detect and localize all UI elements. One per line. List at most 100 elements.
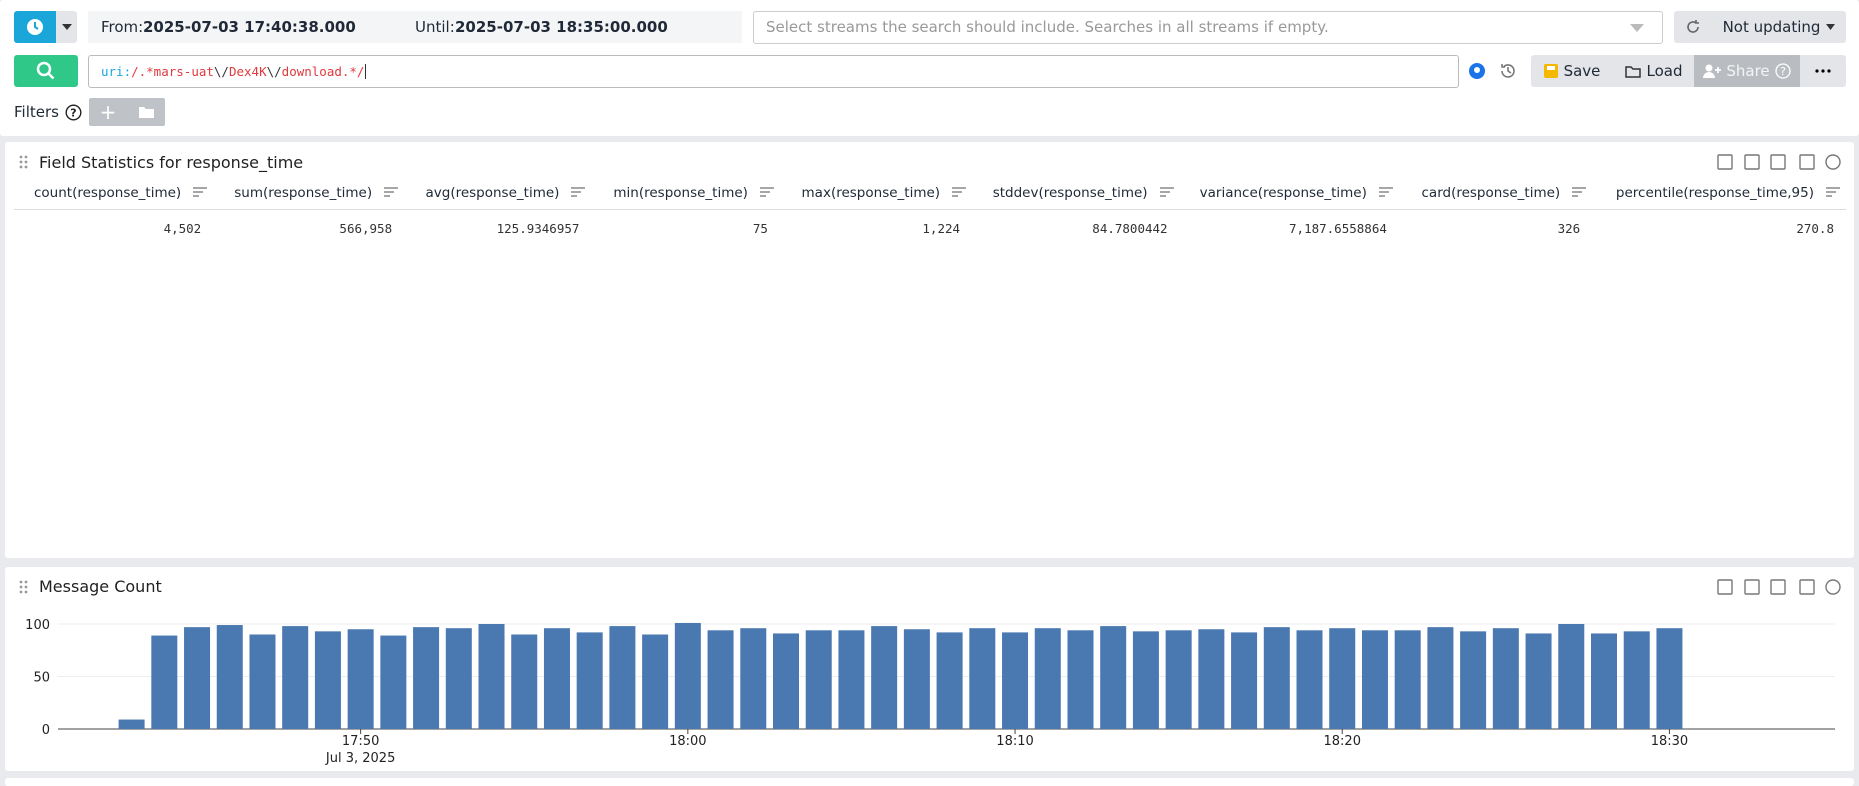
widget-action — [1825, 154, 1841, 170]
bar — [1558, 624, 1585, 729]
bar — [576, 632, 603, 729]
bar — [1132, 631, 1159, 729]
bar — [871, 626, 898, 729]
bar — [1165, 630, 1192, 729]
bar — [151, 635, 178, 729]
bar — [1002, 632, 1029, 729]
more-button[interactable] — [1800, 55, 1846, 87]
cell: 4,502 — [163, 220, 202, 236]
drag-dot — [24, 160, 28, 164]
bar — [216, 625, 243, 729]
bar — [282, 626, 309, 729]
sort-icon — [1826, 187, 1840, 197]
sort-lines — [193, 187, 208, 197]
drag-dot — [19, 155, 23, 159]
stream-select[interactable]: Select streams the search should include… — [753, 11, 1663, 44]
query-token: \/ — [213, 64, 229, 79]
svg-text:?: ? — [1780, 65, 1786, 78]
folder-filter[interactable] — [127, 98, 165, 126]
load-button[interactable]: Load — [1613, 55, 1694, 87]
bar — [936, 632, 963, 729]
cell: 75 — [752, 220, 768, 236]
bar — [674, 622, 701, 729]
sort-icon — [1572, 187, 1587, 197]
bar — [969, 628, 996, 729]
validation-icon[interactable] — [1468, 62, 1486, 80]
search-button[interactable] — [14, 55, 78, 87]
column-header: count(response_time) — [14, 177, 214, 210]
add-filter[interactable]: + — [99, 100, 117, 124]
column-header: variance(response_time) — [1179, 177, 1399, 210]
bar — [1623, 631, 1650, 729]
y-tick-label: 50 — [33, 671, 50, 686]
x-tick-label: 17:50 — [342, 734, 379, 749]
query-token: \/ — [266, 64, 282, 79]
bar — [184, 627, 211, 729]
bar — [445, 628, 472, 729]
column-header: sum(response_time) — [213, 177, 405, 210]
bar — [740, 628, 767, 729]
cell: 7,187.6558864 — [1289, 220, 1387, 236]
widget-table — [5, 142, 1854, 558]
cell: 1,224 — [922, 220, 961, 236]
time-button[interactable] — [14, 11, 56, 43]
save-label: Save — [1563, 62, 1601, 80]
bar — [773, 633, 799, 729]
bar — [1361, 630, 1388, 729]
bar — [543, 628, 570, 729]
bar — [347, 629, 374, 729]
sort-icon — [952, 187, 967, 197]
data-row: 4,502 566,958 125.9346957 75 1,224 84.7800442… — [14, 209, 1846, 247]
bar — [478, 624, 505, 729]
bar — [1525, 633, 1552, 729]
sort-lines — [384, 187, 399, 197]
drag-dot — [24, 585, 28, 589]
query: uri:/.*mars-uat\/Dex4K\/download.*/ — [101, 64, 364, 79]
widget-action — [1770, 154, 1786, 170]
widget-next — [5, 778, 1854, 786]
column-header: card(response_time) — [1398, 177, 1593, 210]
query-input[interactable]: uri:/.*mars-uat\/Dex4K\/download.*/ — [88, 55, 1459, 88]
bar — [1034, 628, 1061, 729]
until-value: 2025-07-03 18:35:00.000 — [455, 18, 668, 36]
share-button[interactable]: Share? — [1694, 55, 1800, 87]
sort-lines — [1826, 187, 1840, 197]
x-tick-label: 18:30 — [1651, 734, 1688, 749]
time-caret[interactable] — [56, 11, 77, 43]
refresh-button[interactable]: Not updating — [1674, 11, 1846, 43]
x-tick-label: 18:20 — [1324, 734, 1361, 749]
column-label: card(response_time) — [1421, 184, 1561, 201]
sort-lines — [952, 187, 967, 197]
from-value: 2025-07-03 17:40:38.000 — [143, 18, 356, 36]
cell: 84.7800442 — [1092, 220, 1168, 236]
cell: 566,958 — [339, 220, 393, 236]
cell: 326 — [1557, 220, 1581, 236]
bar — [1231, 632, 1258, 729]
svg-text:?: ? — [70, 107, 76, 120]
bar — [1656, 628, 1683, 729]
history-icon[interactable] — [1499, 62, 1517, 80]
column-label: max(response_time) — [801, 184, 941, 201]
column-label: variance(response_time) — [1199, 184, 1367, 201]
from-label: From: — [101, 18, 144, 36]
bar — [1591, 633, 1617, 729]
save-button[interactable]: Save — [1531, 55, 1613, 87]
widget-title: Field Statistics for response_time — [39, 153, 304, 172]
y-tick-label: 0 — [42, 723, 50, 738]
bar — [314, 631, 341, 729]
bar — [1296, 630, 1323, 729]
widget-action — [1717, 154, 1733, 170]
filter-buttons: + — [89, 98, 165, 126]
bar — [642, 634, 669, 729]
column-header: avg(response_time) — [404, 177, 592, 210]
query-token: Dex4K — [228, 64, 267, 79]
widget-action — [1825, 579, 1841, 595]
bar — [118, 719, 145, 729]
bar — [511, 634, 538, 729]
sort-icon — [759, 187, 774, 197]
bar — [707, 630, 734, 729]
sort-icon — [571, 187, 586, 197]
filters-help[interactable]: ? — [65, 104, 82, 121]
column-header: stddev(response_time) — [972, 177, 1180, 210]
